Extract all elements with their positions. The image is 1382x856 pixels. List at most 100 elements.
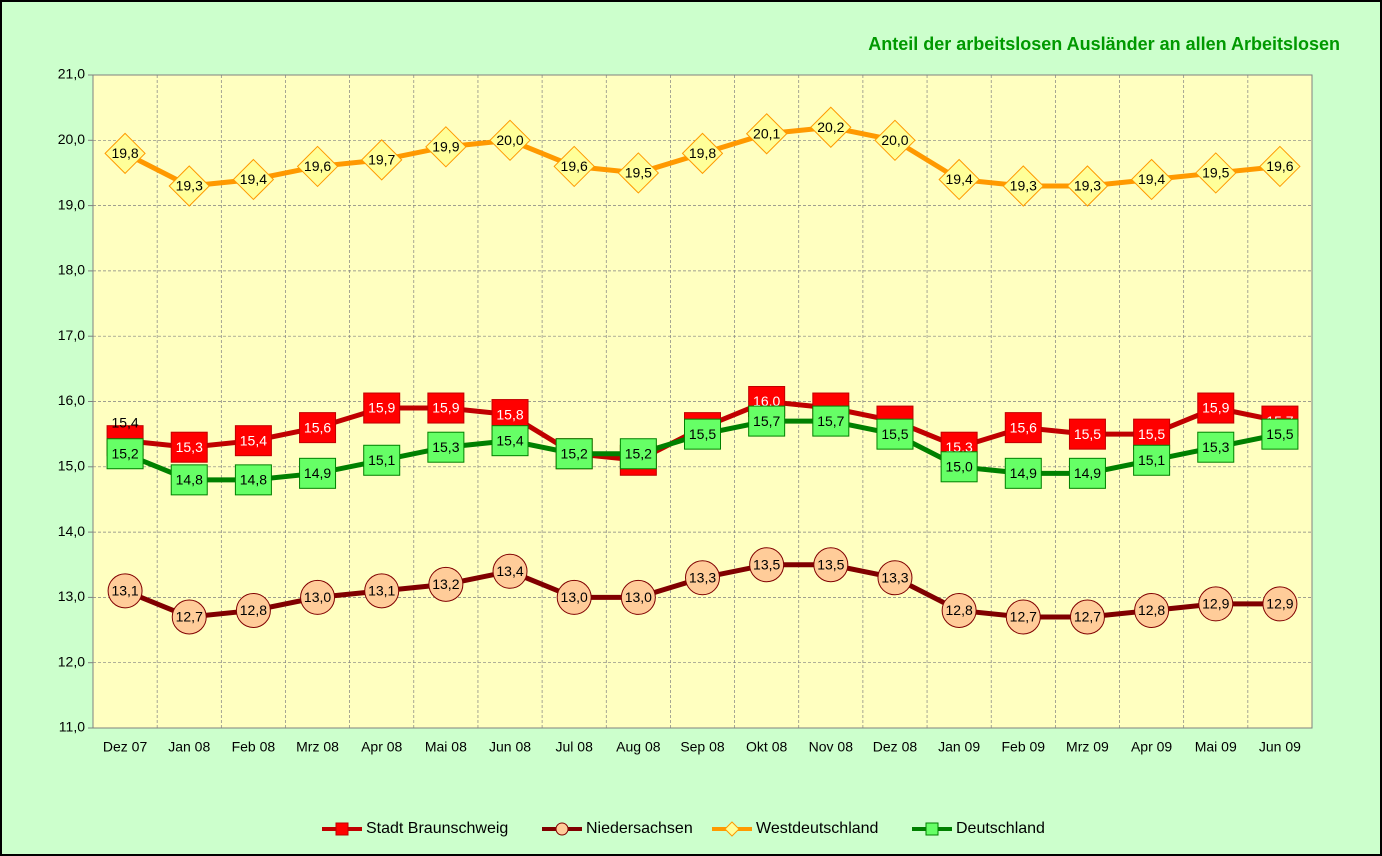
data-point [106,438,144,470]
data-point [1130,158,1173,201]
x-tick-label: Jul 08 [556,739,594,755]
data-label: 13,2 [432,576,459,592]
data-label: 14,8 [240,472,267,488]
data-label: 19,7 [368,152,395,168]
data-label: 15,7 [817,413,844,429]
data-point [1004,412,1042,444]
data-point [681,132,724,175]
data-label: 19,3 [176,178,203,194]
data-label: 19,5 [1202,165,1229,181]
data-label: 15,2 [111,445,138,461]
data-label: 15,4 [111,414,138,430]
data-point [1133,418,1171,450]
data-label: 19,8 [111,145,138,161]
data-point [492,553,528,589]
data-label: 19,6 [304,158,331,174]
data-point [107,573,143,609]
data-point [617,152,660,194]
data-point [938,158,980,201]
data-point [684,418,721,450]
data-point [363,444,401,476]
data-label: 15,5 [689,426,716,442]
data-point [555,438,593,470]
y-tick-label: 21,0 [58,66,85,82]
data-point [1195,152,1237,194]
x-tick-label: Mrz 09 [1066,739,1109,755]
data-label: 15,9 [432,400,459,416]
y-tick-label: 19,0 [58,196,85,212]
data-label: 13,5 [817,556,844,572]
data-label: 12,7 [176,609,203,625]
data-label: 15,8 [496,406,523,422]
data-label: 15,5 [1138,426,1165,442]
data-point [364,573,400,609]
data-point [171,599,207,635]
chart-title: Anteil der arbeitslosen Ausländer an all… [868,34,1340,54]
data-point [491,425,529,457]
x-tick-label: Feb 09 [1001,739,1045,755]
y-tick-label: 11,0 [59,719,85,735]
data-label: 15,4 [240,432,267,448]
x-tick-label: Apr 08 [361,739,402,755]
data-point [235,592,271,628]
data-label: 12,9 [1202,596,1229,612]
data-label: 12,8 [240,602,267,618]
x-tick-label: Jun 09 [1259,739,1301,755]
data-label: 13,3 [689,570,716,586]
legend-label: Stadt Braunschweig [366,820,508,837]
x-tick-label: Apr 09 [1131,739,1172,755]
data-point [427,431,465,463]
data-point [299,457,337,489]
data-label: 13,5 [753,556,780,572]
data-label: 12,9 [1266,596,1293,612]
data-point [168,165,210,207]
data-point [874,119,916,162]
data-label: 19,6 [561,158,588,174]
x-tick-label: Okt 08 [746,739,787,755]
data-point [1197,392,1235,424]
x-tick-label: Sep 08 [680,739,725,755]
data-label: 15,6 [304,419,331,435]
data-point [1259,145,1301,188]
data-label: 15,3 [432,439,459,455]
data-label: 12,8 [1138,602,1165,618]
legend-label: Westdeutschland [756,820,878,837]
x-tick-label: Mai 09 [1195,739,1237,755]
data-label: 15,2 [561,445,588,461]
data-point [1198,586,1234,622]
x-tick-label: Mrz 08 [296,739,339,755]
data-point [556,579,592,615]
data-point [940,451,978,483]
data-point [745,113,788,155]
y-tick-label: 15,0 [58,458,85,474]
data-label: 13,3 [881,570,908,586]
data-label: 15,3 [176,439,203,455]
data-label: 19,4 [1138,171,1165,187]
data-label: 14,9 [1074,465,1101,481]
data-label: 15,9 [1202,400,1229,416]
data-label: 20,2 [817,119,844,135]
x-tick-label: Aug 08 [616,739,661,755]
legend-marker [335,822,349,836]
data-point [104,132,146,175]
data-point [1066,165,1109,207]
data-point [1068,457,1106,489]
data-label: 15,5 [1074,426,1101,442]
y-tick-label: 12,0 [58,653,85,669]
data-label: 15,3 [946,439,973,455]
y-tick-label: 18,0 [58,262,85,278]
y-tick-label: 20,0 [58,131,85,147]
data-label: 14,9 [304,465,331,481]
data-label: 15,7 [753,413,780,429]
data-point [1068,418,1106,450]
data-point [427,392,465,424]
legend-marker [555,822,569,836]
data-point [553,145,595,188]
data-point [1002,165,1044,207]
data-label: 15,1 [1138,452,1165,468]
x-tick-label: Dez 08 [873,739,918,755]
data-point [1133,444,1171,476]
data-label: 19,3 [1074,178,1101,194]
data-label: 15,0 [946,459,973,475]
data-point [620,579,656,615]
